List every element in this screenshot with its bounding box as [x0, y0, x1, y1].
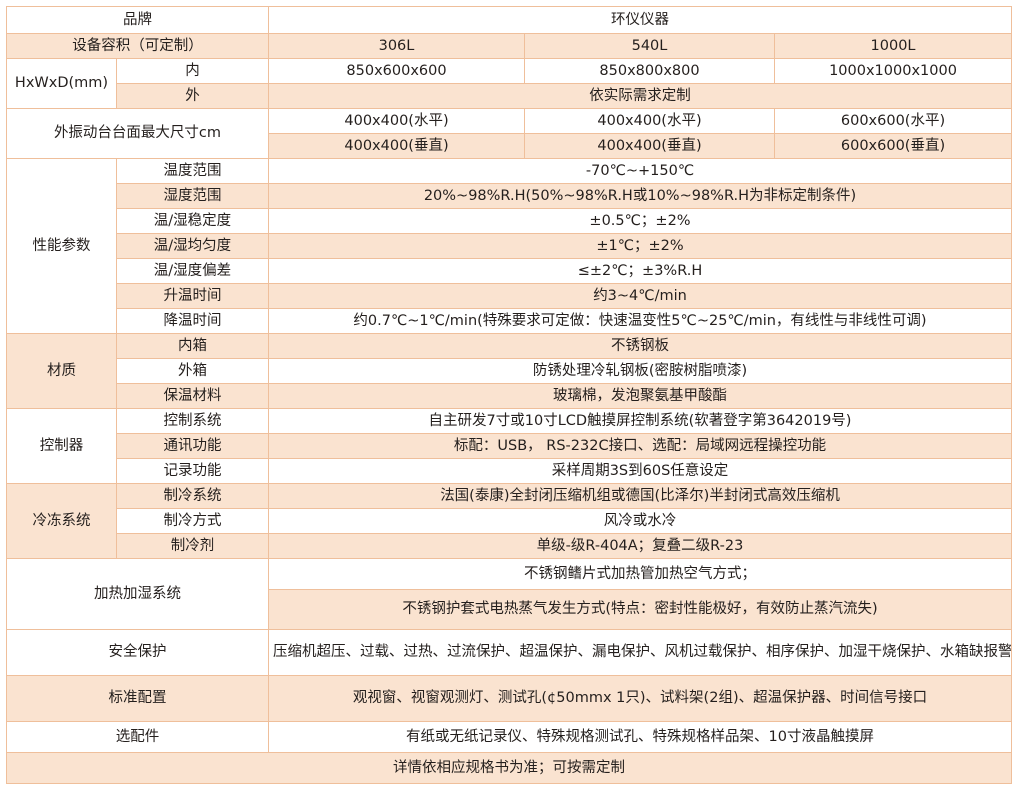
table-row-brand: 品牌 环仪仪器 [6, 6, 1013, 34]
value-recording: 采样周期3S到60S任意设定 [267, 458, 1013, 484]
capacity-model-306l: 306L [268, 33, 525, 59]
table-row-control-system: 控制器 控制系统 自主研发7寸或10寸LCD触摸屏控制系统(软著登字第36420… [6, 408, 1013, 484]
dimensions-inner-540l: 850x800x800 [524, 58, 775, 84]
sub-label-cooling-method: 制冷方式 [116, 508, 269, 534]
value-standard-config: 观视窗、视窗观测灯、测试孔(¢50mmx 1只)、试料架(2组)、超温保护器、时… [267, 675, 1013, 722]
table-row-outer-box: 外箱 防锈处理冷轧钢板(密胺树脂喷漆) [7, 358, 1013, 384]
table-row-dimensions-outer: 外 依实际需求定制 [7, 83, 1013, 109]
value-control-system: 自主研发7寸或10寸LCD触摸屏控制系统(软著登字第3642019号) [267, 408, 1013, 434]
table-row-refrigeration-system: 冷冻系统 制冷系统 法国(泰康)全封闭压缩机组或德国(比泽尔)半封闭式高效压缩机 [6, 483, 1013, 559]
sub-label-temp-range: 温度范围 [116, 158, 269, 184]
table-row-optional: 选配件 有纸或无纸记录仪、特殊规格测试孔、特殊规格样品架、10寸液晶触摸屏 [6, 721, 1013, 753]
dimensions-inner-306l: 850x600x600 [268, 58, 525, 84]
value-temp-range: -70℃~+150℃ [267, 158, 1013, 184]
sub-label-recording: 记录功能 [116, 458, 269, 484]
sub-label-deviation: 温/湿度偏差 [116, 258, 269, 284]
capacity-model-540l: 540L [524, 33, 775, 59]
value-refrigerant: 单级-级R-404A；复叠二级R-23 [267, 533, 1013, 559]
table-row-recording: 记录功能 采样周期3S到60S任意设定 [7, 458, 1013, 484]
table-row-safety: 安全保护 压缩机超压、过载、过热、过流保护、超温保护、漏电保护、风机过载保护、相… [6, 629, 1013, 676]
row-label-controller: 控制器 [6, 408, 117, 484]
row-label-vibration-table: 外振动台台面最大尺寸cm [6, 108, 269, 159]
table-row-inner-box: 材质 内箱 不锈钢板 [6, 333, 1013, 409]
value-communication: 标配：USB， RS-232C接口、选配：局域网远程操控功能 [267, 433, 1013, 459]
value-steam-generation: 不锈钢护套式电热蒸气发生方式(特点：密封性能极好，有效防止蒸汽流失) [267, 589, 1013, 630]
value-heating-air: 不锈钢鳍片式加热管加热空气方式； [267, 558, 1013, 590]
value-deviation: ≤±2℃；±3%R.H [267, 258, 1013, 284]
value-inner-box: 不锈钢板 [267, 333, 1013, 359]
table-row-vibration-vertical: 400x400(垂直) 400x400(垂直) 600x600(垂直) [7, 133, 1013, 159]
dimensions-inner-1000l: 1000x1000x1000 [773, 58, 1013, 84]
table-row-steam-generation: 不锈钢护套式电热蒸气发生方式(特点：密封性能极好，有效防止蒸汽流失) [7, 589, 1013, 630]
table-row-insulation: 保温材料 玻璃棉，发泡聚氨基甲酸酯 [7, 383, 1013, 409]
table-row-humidity-range: 湿度范围 20%~98%R.H(50%~98%R.H或10%~98%R.H为非标… [7, 183, 1013, 209]
vibration-vertical-1000l: 600x600(垂直) [773, 133, 1013, 159]
table-row-temp-range: 性能参数 温度范围 -70℃~+150℃ [6, 158, 1013, 334]
table-row-cooling-time: 降温时间 约0.7℃~1℃/min(特殊要求可定做：快速温变性5℃~25℃/mi… [7, 308, 1013, 334]
sub-label-cooling-time: 降温时间 [116, 308, 269, 334]
row-value-brand: 环仪仪器 [267, 6, 1013, 34]
sub-label-inner-box: 内箱 [116, 333, 269, 359]
vibration-horizontal-306l: 400x400(水平) [268, 108, 525, 134]
value-heating-time: 约3~4℃/min [267, 283, 1013, 309]
row-label-heating-humidifying: 加热加湿系统 [6, 558, 269, 630]
value-safety: 压缩机超压、过载、过热、过流保护、超温保护、漏电保护、风机过载保护、相序保护、加… [267, 629, 1013, 676]
specification-table: 品牌 环仪仪器 设备容积（可定制） 306L 540L 1000L HxWxD(… [5, 6, 1013, 784]
sub-label-humidity-range: 湿度范围 [116, 183, 269, 209]
vibration-horizontal-540l: 400x400(水平) [524, 108, 775, 134]
row-label-performance: 性能参数 [6, 158, 117, 334]
sub-label-control-system: 控制系统 [116, 408, 269, 434]
sub-label-inner: 内 [116, 58, 269, 84]
table-row-cooling-method: 制冷方式 风冷或水冷 [7, 508, 1013, 534]
table-row-deviation: 温/湿度偏差 ≤±2℃；±3%R.H [7, 258, 1013, 284]
row-label-standard-config: 标准配置 [6, 675, 269, 722]
value-humidity-range: 20%~98%R.H(50%~98%R.H或10%~98%R.H为非标定制条件) [267, 183, 1013, 209]
table-row-standard-config: 标准配置 观视窗、视窗观测灯、测试孔(¢50mmx 1只)、试料架(2组)、超温… [6, 675, 1013, 722]
value-insulation: 玻璃棉，发泡聚氨基甲酸酯 [267, 383, 1013, 409]
sub-label-outer: 外 [116, 83, 269, 109]
table-row-capacity: 设备容积（可定制） 306L 540L 1000L [6, 33, 1013, 59]
row-label-capacity: 设备容积（可定制） [6, 33, 269, 59]
value-uniformity: ±1℃；±2% [267, 233, 1013, 259]
table-row-footer-note: 详情依相应规格书为准；可按需定制 [5, 752, 1013, 784]
table-row-vibration-horizontal: 外振动台台面最大尺寸cm 400x400(水平) 400x400(水平) 600… [6, 108, 1013, 159]
value-cooling-method: 风冷或水冷 [267, 508, 1013, 534]
table-row-refrigerant: 制冷剂 单级-级R-404A；复叠二级R-23 [7, 533, 1013, 559]
table-row-stability: 温/湿稳定度 ±0.5℃；±2% [7, 208, 1013, 234]
value-refrigeration-system: 法国(泰康)全封闭压缩机组或德国(比泽尔)半封闭式高效压缩机 [267, 483, 1013, 509]
table-row-uniformity: 温/湿均匀度 ±1℃；±2% [7, 233, 1013, 259]
row-label-dimensions: HxWxD(mm) [6, 58, 117, 109]
sub-label-stability: 温/湿稳定度 [116, 208, 269, 234]
sub-label-refrigeration-system: 制冷系统 [116, 483, 269, 509]
value-cooling-time: 约0.7℃~1℃/min(特殊要求可定做：快速温变性5℃~25℃/min，有线性… [267, 308, 1013, 334]
row-label-optional: 选配件 [6, 721, 269, 753]
value-stability: ±0.5℃；±2% [267, 208, 1013, 234]
value-optional: 有纸或无纸记录仪、特殊规格测试孔、特殊规格样品架、10寸液晶触摸屏 [267, 721, 1013, 753]
value-outer-box: 防锈处理冷轧钢板(密胺树脂喷漆) [267, 358, 1013, 384]
table-row-heating-time: 升温时间 约3~4℃/min [7, 283, 1013, 309]
dimensions-outer-value: 依实际需求定制 [267, 83, 1013, 109]
row-label-material: 材质 [6, 333, 117, 409]
sub-label-heating-time: 升温时间 [116, 283, 269, 309]
table-row-communication: 通讯功能 标配：USB， RS-232C接口、选配：局域网远程操控功能 [7, 433, 1013, 459]
sub-label-communication: 通讯功能 [116, 433, 269, 459]
capacity-model-1000l: 1000L [773, 33, 1013, 59]
table-row-heating-air: 加热加湿系统 不锈钢鳍片式加热管加热空气方式； [6, 558, 1013, 630]
table-row-dimensions-inner: HxWxD(mm) 内 850x600x600 850x800x800 1000… [6, 58, 1013, 109]
value-footer-note: 详情依相应规格书为准；可按需定制 [5, 752, 1013, 784]
vibration-vertical-306l: 400x400(垂直) [268, 133, 525, 159]
row-label-safety: 安全保护 [6, 629, 269, 676]
sub-label-insulation: 保温材料 [116, 383, 269, 409]
row-label-brand: 品牌 [6, 6, 269, 34]
row-label-refrigeration: 冷冻系统 [6, 483, 117, 559]
sub-label-refrigerant: 制冷剂 [116, 533, 269, 559]
sub-label-outer-box: 外箱 [116, 358, 269, 384]
vibration-vertical-540l: 400x400(垂直) [524, 133, 775, 159]
sub-label-uniformity: 温/湿均匀度 [116, 233, 269, 259]
vibration-horizontal-1000l: 600x600(水平) [773, 108, 1013, 134]
